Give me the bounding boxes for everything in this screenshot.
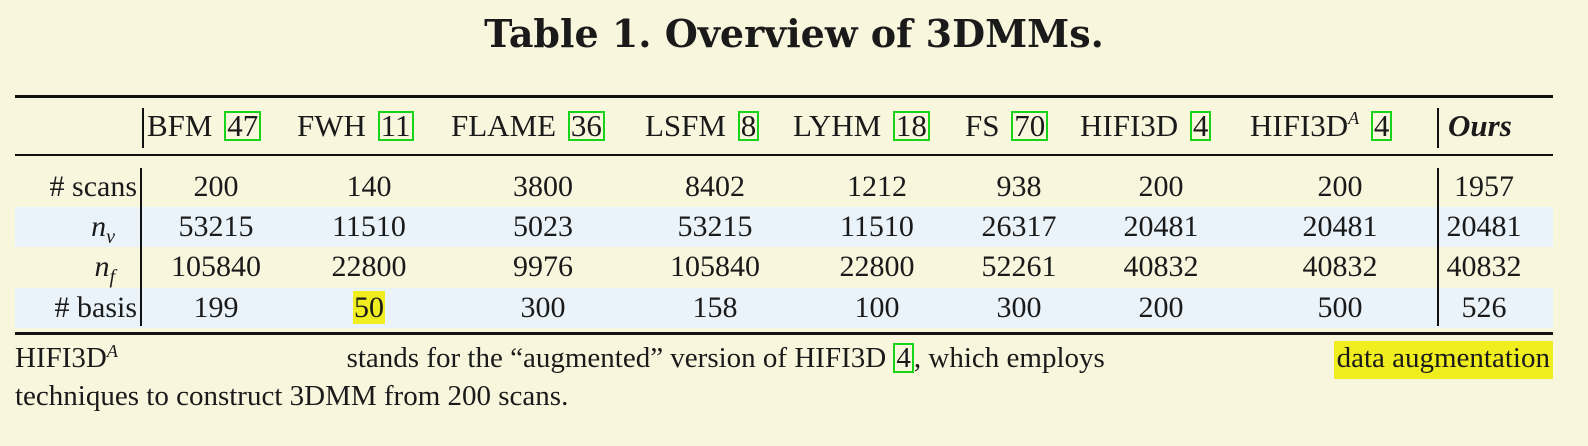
header-lyhm: LYHM 18 — [793, 98, 930, 154]
table-cell: 40832 — [1302, 250, 1378, 283]
citation-link[interactable]: 36 — [567, 110, 605, 141]
table-row-scans: # scans 200 140 3800 8402 1212 938 200 2… — [15, 167, 1553, 207]
table-cell: 500 — [1317, 291, 1363, 324]
table-cell: 100 — [854, 291, 900, 324]
mid-rule — [15, 154, 1553, 156]
table-cell: 140 — [346, 170, 392, 203]
row-label: # scans — [49, 170, 137, 203]
table-cell: 1957 — [1454, 170, 1514, 203]
header-flame: FLAME 36 — [451, 98, 605, 154]
citation-link[interactable]: 8 — [737, 110, 760, 141]
table-cell: 26317 — [981, 210, 1057, 243]
citation-link[interactable]: 4 — [1370, 110, 1393, 141]
table-cell: 199 — [193, 291, 239, 324]
header-hifi3d-a: HIFI3DA 4 — [1250, 98, 1393, 154]
table-caption: Table 1. Overview of 3DMMs. — [484, 11, 1104, 56]
table-cell: 20481 — [1446, 210, 1522, 243]
row-label: nf — [94, 250, 115, 288]
table-cell: 11510 — [332, 210, 406, 243]
table-cell: 52261 — [981, 250, 1057, 283]
table-cell: 300 — [520, 291, 566, 324]
table-cell: 50 — [329, 288, 409, 328]
header-bfm: BFM 47 — [147, 98, 262, 154]
column-divider — [1437, 108, 1439, 148]
table-cell: 22800 — [839, 250, 915, 283]
table-cell: 3800 — [513, 170, 573, 203]
footnote-text: stands for the “augmented” version of HI… — [346, 342, 1105, 374]
table-cell: 105840 — [670, 250, 760, 283]
table-cell: 9976 — [513, 250, 573, 283]
table-footnote: HIFI3DA stands for the “augmented” versi… — [15, 341, 1553, 414]
column-divider — [142, 108, 144, 148]
citation-link[interactable]: 47 — [224, 110, 262, 141]
highlighted-value: 50 — [353, 291, 385, 324]
citation-link[interactable]: 18 — [892, 110, 930, 141]
table-cell: 40832 — [1123, 250, 1199, 283]
row-label: # basis — [54, 291, 138, 324]
citation-link[interactable]: 4 — [1189, 110, 1212, 141]
bottom-rule — [15, 332, 1553, 335]
header-hifi3d: HIFI3D 4 — [1080, 98, 1212, 154]
header-fs: FS 70 — [965, 98, 1049, 154]
table-row-nf: nf 105840 22800 9976 105840 22800 52261 … — [15, 247, 1553, 288]
table-header-row: BFM 47 FWH 11 FLAME 36 LSFM 8 LYHM 18 FS… — [15, 98, 1553, 154]
table-row-basis: # basis 199 50 300 158 100 300 200 500 5… — [15, 288, 1553, 328]
table-cell: 11510 — [840, 210, 914, 243]
table-cell: 40832 — [1446, 250, 1522, 283]
citation-link[interactable]: 4 — [893, 343, 914, 373]
header-ours: Ours — [1448, 108, 1512, 143]
table-cell: 5023 — [513, 210, 573, 243]
table-cell: 300 — [996, 291, 1042, 324]
table-cell: 200 — [1138, 291, 1184, 324]
citation-link[interactable]: 11 — [377, 110, 414, 141]
table-cell: 158 — [692, 291, 738, 324]
top-rule — [15, 95, 1553, 98]
column-divider — [140, 168, 142, 326]
footnote-text-continued: techniques to construct 3DMM from 200 sc… — [15, 380, 569, 412]
header-fwh: FWH 11 — [297, 98, 414, 154]
table-cell: 53215 — [178, 210, 254, 243]
table-cell: 22800 — [331, 250, 407, 283]
table-cell: 200 — [1138, 170, 1184, 203]
table-cell: 1212 — [847, 170, 907, 203]
table-cell: 20481 — [1123, 210, 1199, 243]
table-cell: 938 — [996, 170, 1042, 203]
row-label: nv — [91, 210, 115, 248]
table-cell: 200 — [1317, 170, 1363, 203]
column-divider — [1437, 168, 1439, 326]
footnote-term: HIFI3DA — [15, 341, 118, 374]
table-cell: 200 — [193, 170, 239, 203]
table-cell: 53215 — [677, 210, 753, 243]
table-cell: 20481 — [1302, 210, 1378, 243]
table-cell: 526 — [1461, 291, 1507, 324]
table-row-nv: nv 53215 11510 5023 53215 11510 26317 20… — [15, 207, 1553, 248]
table-cell: 8402 — [685, 170, 745, 203]
highlighted-phrase: data augmentation — [1333, 341, 1553, 379]
citation-link[interactable]: 70 — [1011, 110, 1049, 141]
header-lsfm: LSFM 8 — [645, 98, 760, 154]
table-cell: 105840 — [171, 250, 261, 283]
